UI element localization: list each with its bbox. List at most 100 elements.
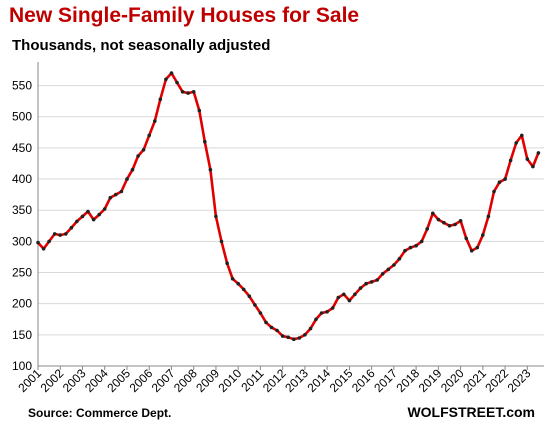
- x-tick-label: 2005: [104, 366, 133, 395]
- data-point: [469, 248, 474, 253]
- series-markers: [36, 71, 541, 342]
- x-tick-label: 2007: [149, 366, 178, 395]
- data-point: [264, 320, 268, 325]
- chart-title: New Single-Family Houses for Sale: [9, 4, 360, 27]
- data-point: [425, 227, 430, 231]
- x-tick-label: 2023: [505, 366, 534, 395]
- data-point: [481, 233, 485, 237]
- data-point: [219, 239, 224, 244]
- data-point: [297, 336, 302, 340]
- data-point: [158, 97, 163, 102]
- data-point: [364, 281, 368, 286]
- data-point: [64, 232, 68, 236]
- data-point: [108, 195, 113, 200]
- data-point: [536, 151, 541, 155]
- data-point: [419, 239, 424, 244]
- x-tick-label: 2009: [193, 366, 222, 395]
- data-point: [247, 294, 252, 299]
- data-point: [97, 212, 101, 217]
- data-point: [431, 211, 435, 216]
- data-point: [330, 306, 335, 310]
- data-point: [102, 207, 107, 211]
- x-tick-label: 2015: [327, 366, 356, 395]
- data-point: [386, 267, 391, 272]
- data-point: [292, 337, 296, 342]
- gridlines: [38, 85, 544, 336]
- series-line-layer: [37, 71, 540, 341]
- data-point: [458, 219, 463, 223]
- data-point: [80, 214, 85, 219]
- data-point: [236, 281, 240, 286]
- y-tick-label: 400: [12, 172, 32, 186]
- data-point: [408, 245, 413, 250]
- data-point: [342, 292, 346, 297]
- data-point: [397, 257, 402, 261]
- data-point: [453, 222, 457, 227]
- data-point: [119, 189, 124, 194]
- y-tick-label: 200: [12, 297, 32, 311]
- data-point: [52, 232, 57, 236]
- x-tick-label: 2008: [171, 366, 200, 395]
- data-point: [169, 71, 174, 75]
- data-point: [86, 209, 90, 214]
- y-tick-label: 550: [12, 79, 32, 93]
- data-point: [125, 177, 129, 181]
- series-line: [37, 71, 540, 341]
- y-tick-label: 500: [12, 110, 32, 124]
- data-point: [225, 261, 229, 266]
- data-point: [314, 317, 318, 322]
- data-point: [486, 214, 491, 219]
- data-point: [520, 133, 524, 138]
- y-tick-label: 450: [12, 141, 32, 155]
- brand-watermark: WOLFSTREET.com: [407, 404, 535, 420]
- data-point: [308, 326, 313, 331]
- data-point: [358, 286, 363, 290]
- data-point: [531, 164, 535, 169]
- data-point: [258, 311, 263, 315]
- x-tick-label: 2006: [127, 366, 156, 395]
- x-tick-label: 2014: [304, 366, 333, 395]
- source-note: Source: Commerce Dept.: [28, 406, 172, 420]
- x-tick-label: 2003: [60, 366, 89, 395]
- data-point: [464, 236, 469, 241]
- data-point: [186, 91, 190, 95]
- data-point: [375, 278, 380, 282]
- x-tick-label: 2022: [482, 366, 511, 395]
- axes: [37, 62, 544, 370]
- y-tick-label: 350: [12, 203, 32, 217]
- data-point: [403, 248, 407, 253]
- data-point: [208, 167, 213, 172]
- data-point: [58, 233, 62, 237]
- data-point: [41, 247, 46, 251]
- data-point: [141, 148, 146, 152]
- chart-subtitle: Thousands, not seasonally adjusted: [12, 37, 271, 54]
- x-tick-label: 2021: [460, 366, 489, 395]
- data-point: [253, 303, 257, 307]
- data-point: [508, 158, 513, 163]
- x-tick-label: 2017: [371, 366, 400, 395]
- data-point: [319, 311, 324, 315]
- data-point: [175, 80, 179, 85]
- data-point: [442, 220, 446, 225]
- data-point: [380, 272, 385, 276]
- data-point: [497, 180, 502, 184]
- data-point: [191, 90, 196, 94]
- data-point: [47, 239, 51, 244]
- data-point: [436, 217, 441, 222]
- data-point: [214, 214, 218, 219]
- data-point: [525, 157, 530, 161]
- data-point: [230, 277, 235, 281]
- data-point: [91, 217, 96, 222]
- y-tick-label: 300: [12, 234, 32, 248]
- x-tick-label: 2016: [349, 366, 378, 395]
- data-point: [303, 333, 307, 337]
- data-point: [269, 325, 274, 330]
- data-point: [492, 189, 496, 194]
- x-tick-label: 2004: [82, 366, 111, 395]
- y-tick-labels: 100 150 200 250 300 350 400 450 500 550: [12, 79, 32, 373]
- data-point: [147, 133, 151, 138]
- data-point: [514, 141, 518, 145]
- data-point: [153, 119, 157, 123]
- x-tick-label: 2018: [393, 366, 422, 395]
